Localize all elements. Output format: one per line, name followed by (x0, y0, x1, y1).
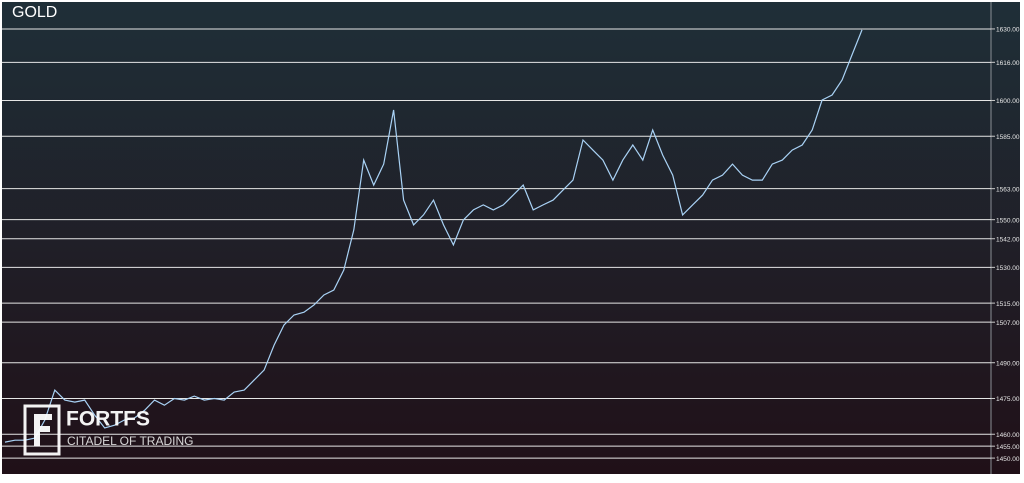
y-tick-label: 1630.00 (996, 27, 1020, 34)
y-tick-label: 1530.00 (996, 265, 1020, 272)
logo-letter (34, 414, 52, 446)
y-tick-label: 1585.00 (996, 134, 1020, 141)
logo: FORTFS CITADEL OF TRADING (23, 404, 193, 456)
y-tick-label: 1507.00 (996, 320, 1020, 327)
y-tick-label: 1515.00 (996, 301, 1020, 308)
y-tick-label: 1563.00 (996, 186, 1020, 193)
tagline: CITADEL OF TRADING (67, 434, 193, 448)
y-tick-label: 1550.00 (996, 217, 1020, 224)
chart-title: GOLD (12, 4, 57, 21)
y-tick-label: 1542.00 (996, 236, 1020, 243)
y-tick-label: 1450.00 (996, 456, 1020, 463)
price-line (4, 29, 863, 443)
plot-background (2, 2, 1020, 474)
y-tick-label: 1616.00 (996, 60, 1020, 67)
y-tick-label: 1455.00 (996, 444, 1020, 451)
y-tick-label: 1600.00 (996, 98, 1020, 105)
y-tick-label: 1475.00 (996, 396, 1020, 403)
y-tick-label: 1490.00 (996, 360, 1020, 367)
brand: FORTFS (66, 408, 150, 431)
y-tick-label: 1460.00 (996, 432, 1020, 439)
logo-box (23, 404, 61, 456)
